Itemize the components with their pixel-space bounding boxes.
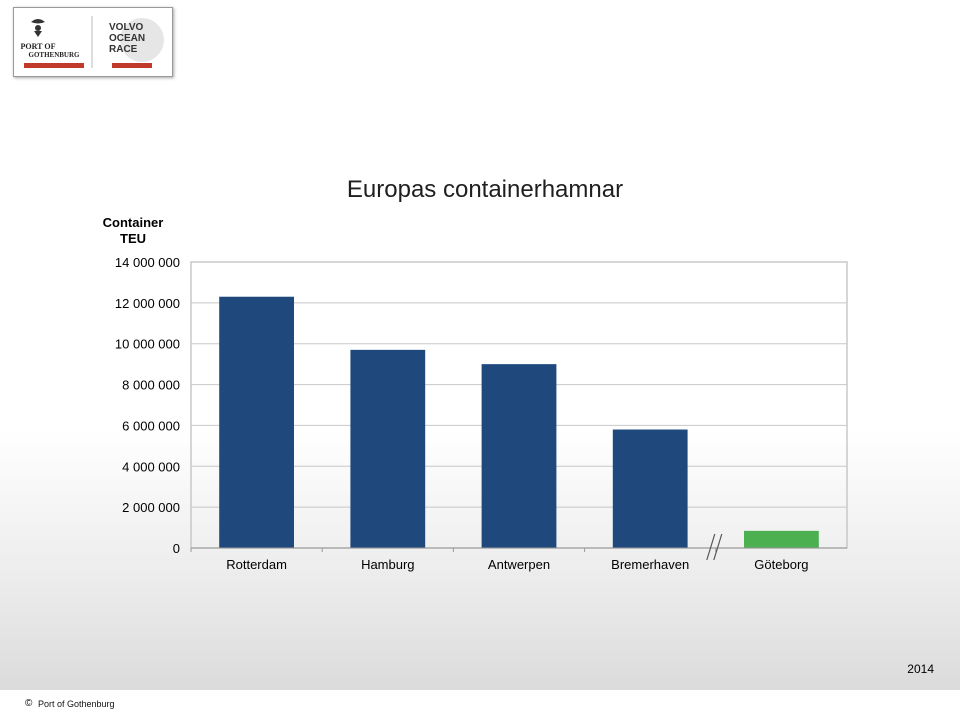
- y-tick-label: 8 000 000: [122, 378, 180, 393]
- x-tick-label: Bremerhaven: [611, 557, 689, 572]
- x-tick-label: Hamburg: [361, 557, 414, 572]
- bars: [219, 296, 819, 548]
- port-of-gothenburg-volvo-ocean-race-logo: PORT OF GOTHENBURG VOLVO OCEAN RACE: [13, 7, 173, 77]
- logo-red-band: [24, 63, 84, 68]
- axis-break-mark: [706, 533, 716, 561]
- port-logo-mark: [31, 19, 45, 37]
- logo-port-text-2: GOTHENBURG: [29, 51, 81, 59]
- y-tick-label: 10 000 000: [115, 337, 180, 352]
- bar-4: [744, 530, 819, 548]
- bar-2: [481, 364, 557, 548]
- bar-1: [350, 349, 426, 548]
- y-tick-label: 2 000 000: [122, 500, 180, 515]
- x-axis-ticks: Rotterdam Hamburg Antwerpen Bremerhaven Göte…: [190, 547, 847, 572]
- y-tick-label: 6 000 000: [122, 418, 180, 433]
- y-tick-label: 14 000 000: [115, 255, 180, 270]
- footer-text: Port of Gothenburg: [38, 699, 115, 709]
- logo-race-text-1: VOLVO: [109, 22, 143, 33]
- race-logo-disc: [120, 18, 164, 62]
- logo-port-text-1: PORT OF: [21, 42, 56, 51]
- logo-race-text-2: OCEAN: [109, 33, 145, 44]
- y-tick-label: 4 000 000: [122, 459, 180, 474]
- x-tick-label: Rotterdam: [226, 557, 287, 572]
- y-axis-title: Container TEU: [102, 215, 164, 246]
- logo-race-text-3: RACE: [109, 44, 138, 55]
- y-tick-label: 0: [173, 541, 180, 556]
- year-label: 2014: [907, 662, 934, 676]
- bar-3: [612, 429, 688, 548]
- copyright-icon: ©: [25, 698, 33, 709]
- y-axis-ticks: 0 2 000 000 4 000 000 6 000 000 8 000 000 10 …: [115, 255, 180, 556]
- footer: [0, 690, 960, 709]
- chart-title: Europas containerhamnar: [346, 176, 624, 203]
- axis-break: [706, 533, 723, 561]
- x-tick-label: Göteborg: [754, 557, 808, 572]
- y-tick-label: 12 000 000: [115, 296, 180, 311]
- x-tick-label: Antwerpen: [488, 557, 550, 572]
- bar-0: [219, 296, 294, 548]
- logo-red-band-race: [112, 63, 152, 68]
- axis-break-mark: [713, 533, 723, 561]
